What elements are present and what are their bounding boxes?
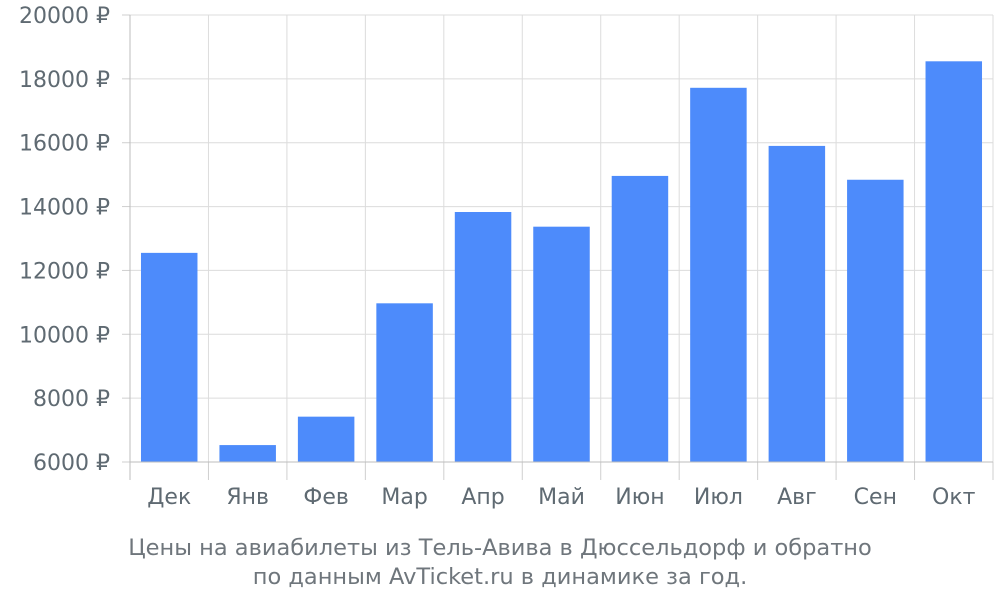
x-axis-tick-labels: Дек Янв Фев Мар Апр Май Июн Июл Авг Сен Окт xyxy=(147,485,975,510)
x-tick-label: Окт xyxy=(932,485,976,510)
x-tick-label: Май xyxy=(538,485,585,510)
chart-caption-line-2: по данным AvTicket.ru в динамике за год. xyxy=(252,564,748,590)
y-tick-label: 6000 ₽ xyxy=(33,451,110,476)
bars-group xyxy=(140,61,983,463)
x-tick-label: Авг xyxy=(777,485,817,510)
x-tick-label: Апр xyxy=(461,485,504,510)
grid-lines xyxy=(129,14,994,463)
x-tick-label: Янв xyxy=(226,485,269,510)
x-tick-label: Июл xyxy=(694,485,743,510)
x-tick-label: Июн xyxy=(615,485,664,510)
bar-11 xyxy=(925,61,983,463)
bar-5 xyxy=(454,211,512,462)
y-tick-label: 18000 ₽ xyxy=(19,68,110,93)
y-tick-label: 12000 ₽ xyxy=(19,259,110,284)
bar-10 xyxy=(847,179,904,462)
x-tick-label: Дек xyxy=(147,485,191,510)
y-tick-label: 10000 ₽ xyxy=(19,323,110,348)
chart-caption-line-1: Цены на авиабилеты из Тель-Авива в Дюссе… xyxy=(128,535,872,561)
bar-3 xyxy=(297,416,355,462)
x-tick-label: Сен xyxy=(854,485,897,510)
y-tick-label: 8000 ₽ xyxy=(33,387,110,412)
y-tick-label: 16000 ₽ xyxy=(19,132,110,157)
x-tick-label: Фев xyxy=(303,485,348,510)
y-axis-tick-labels: 6000 ₽ 8000 ₽ 10000 ₽ 12000 ₽ 14000 ₽ 16000 ₽… xyxy=(19,4,110,476)
bar-1 xyxy=(140,252,198,462)
bar-9 xyxy=(768,145,826,462)
y-tick-label: 20000 ₽ xyxy=(19,4,110,29)
x-tick-label: Мар xyxy=(381,485,427,510)
bar-2 xyxy=(219,445,276,462)
bar-6 xyxy=(533,226,590,462)
bar-7 xyxy=(611,175,669,463)
bar-4 xyxy=(376,303,433,462)
y-tick-label: 14000 ₽ xyxy=(19,196,110,221)
axes xyxy=(122,14,994,480)
bar-8 xyxy=(690,87,747,462)
